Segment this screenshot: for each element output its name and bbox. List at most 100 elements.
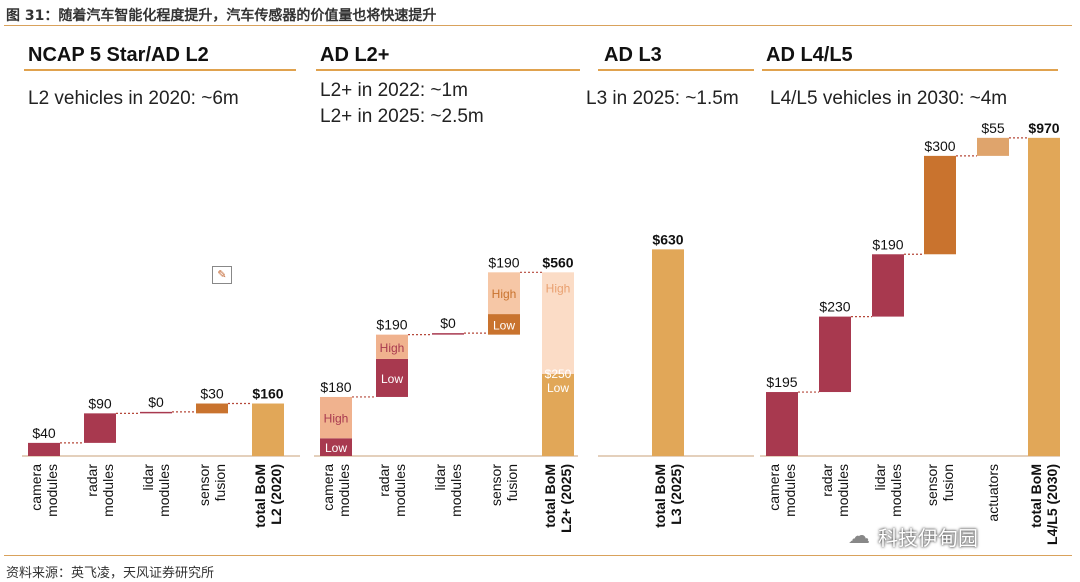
bar-l2-2 [140, 411, 172, 414]
segment-label-total-low-value: $250 [545, 367, 572, 381]
bottom-rule [4, 555, 1072, 556]
value-label-l2-1: $90 [88, 395, 112, 411]
segment-label-high: High [380, 341, 405, 355]
svg-text:modules: modules [100, 464, 116, 517]
value-label-l4l5-0: $195 [766, 374, 797, 390]
bar-total-high-l2plus [542, 272, 574, 374]
segment-label-high: High [492, 287, 517, 301]
value-label-l2plus-3: $190 [488, 254, 519, 270]
source-note: 资料来源：英飞凌，天风证券研究所 [6, 566, 215, 581]
svg-text:camera: camera [28, 464, 44, 511]
bar-total-low-l2plus [542, 374, 574, 456]
panel-rule-l3 [598, 69, 754, 71]
segment-label-high: High [324, 412, 349, 426]
segment-label-low: Low [381, 372, 403, 386]
panel-rule-l4l5 [762, 69, 1058, 71]
value-label-l2plus-0: $180 [320, 379, 351, 395]
bar-low-l2plus-0 [320, 438, 352, 456]
bar-l4l5-0 [766, 392, 798, 456]
panel-subtitle-l4l5: L4/L5 vehicles in 2030: ~4m [770, 88, 1008, 109]
panel-rule-l2plus [316, 69, 580, 71]
segment-label-high: High [546, 281, 571, 295]
segment-label-low: Low [493, 318, 515, 332]
bar-l2-3 [196, 403, 228, 414]
svg-text:camera: camera [320, 464, 336, 511]
svg-text:modules: modules [392, 464, 408, 517]
value-label-l4l5-4: $55 [981, 120, 1005, 136]
bar-high-l2plus-0 [320, 396, 352, 439]
category-label-l2-2: lidar modules [140, 464, 172, 517]
svg-text:lidar: lidar [432, 464, 448, 491]
wechat-icon: ☁ [848, 524, 870, 549]
svg-text:fusion: fusion [940, 464, 956, 501]
svg-text:modules: modules [336, 464, 352, 517]
panel-title-l4l5: AD L4/L5 [766, 44, 853, 66]
value-label-l4l5-1: $230 [819, 299, 850, 315]
svg-text:lidar: lidar [872, 464, 888, 491]
bar-l2-0 [28, 442, 60, 456]
top-rule [4, 25, 1072, 26]
bar-l2plus-2 [432, 333, 464, 335]
svg-text:camera: camera [766, 464, 782, 511]
bar-low-l2plus-3 [488, 314, 520, 335]
panel-subtitle-l2plus-2: L2+ in 2025: ~2.5m [320, 106, 484, 127]
value-label-l2-2: $0 [148, 394, 164, 410]
bar-total-l3 [652, 249, 684, 456]
bar-high-l2plus-1 [376, 334, 408, 359]
segment-label-total-low: Low [547, 381, 569, 395]
svg-text:L2+ (2025): L2+ (2025) [558, 464, 574, 533]
category-label-l2-1: radar modules [84, 464, 116, 517]
category-label-l4l5-5: total BoM L4/L5 (2030) [1028, 464, 1060, 545]
svg-text:L3 (2025): L3 (2025) [668, 464, 684, 525]
category-label-l2plus-1: radar modules [376, 464, 408, 517]
watermark-text: 科技伊甸园 [878, 526, 978, 550]
svg-text:total BoM: total BoM [542, 464, 558, 528]
bar-total-l2 [252, 403, 284, 456]
panel-rule-l2 [24, 69, 296, 71]
category-label-l2plus-2: lidar modules [432, 464, 464, 517]
category-label-l4l5-0: camera modules [766, 464, 798, 517]
value-label-l4l5-3: $300 [924, 138, 955, 154]
svg-text:total BoM: total BoM [1028, 464, 1044, 528]
svg-text:modules: modules [835, 464, 851, 517]
value-label-l4l5-5: $970 [1028, 120, 1059, 136]
value-label-l2-3: $30 [200, 386, 224, 402]
bar-l2-1 [84, 413, 116, 443]
value-label-l2-4: $160 [252, 386, 283, 402]
svg-text:fusion: fusion [504, 464, 520, 501]
bar-l4l5-3 [924, 155, 956, 255]
bar-l4l5-1 [819, 316, 851, 393]
svg-text:L2 (2020): L2 (2020) [268, 464, 284, 525]
svg-text:modules: modules [888, 464, 904, 517]
svg-text:radar: radar [376, 464, 392, 497]
value-label-l3-0: $630 [652, 231, 683, 247]
svg-text:L4/L5 (2030): L4/L5 (2030) [1044, 464, 1060, 545]
watermark: ☁ 科技伊甸园 [848, 522, 978, 551]
category-label-l2-3: sensor fusion [196, 464, 228, 506]
category-label-l2-0: camera modules [28, 464, 60, 517]
svg-text:radar: radar [84, 464, 100, 497]
bar-l4l5-2 [872, 254, 904, 317]
value-label-l2plus-4: $560 [542, 254, 573, 270]
category-label-l4l5-3: sensor fusion [924, 464, 956, 506]
panel-subtitle-l2plus-1: L2+ in 2022: ~1m [320, 80, 468, 101]
svg-text:modules: modules [448, 464, 464, 517]
category-label-l2-4: total BoM L2 (2020) [252, 464, 284, 528]
bar-total-l4l5 [1028, 137, 1060, 456]
category-label-l2plus-0: camera modules [320, 464, 352, 517]
svg-text:fusion: fusion [212, 464, 228, 501]
svg-text:actuators: actuators [985, 464, 1001, 522]
svg-text:modules: modules [782, 464, 798, 517]
panel-title-l2plus: AD L2+ [320, 44, 390, 66]
category-label-l2plus-3: sensor fusion [488, 464, 520, 506]
panel-subtitle-l3: L3 in 2025: ~1.5m [586, 88, 739, 109]
svg-text:sensor: sensor [488, 464, 504, 506]
svg-text:total BoM: total BoM [652, 464, 668, 528]
category-label-l3-0: total BoM L3 (2025) [652, 464, 684, 528]
edit-icon: ✎ [212, 266, 232, 284]
svg-text:lidar: lidar [140, 464, 156, 491]
bar-high-l2plus-3 [488, 272, 520, 315]
category-label-l4l5-1: radar modules [819, 464, 851, 517]
panel-title-l2: NCAP 5 Star/AD L2 [28, 44, 209, 66]
